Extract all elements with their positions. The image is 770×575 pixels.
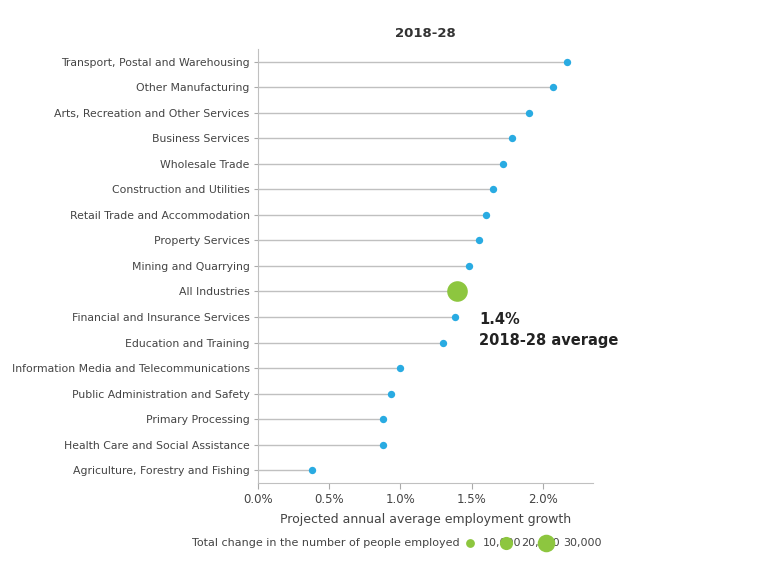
Point: [306, 466, 318, 475]
Point: [500, 539, 512, 548]
Point: [463, 261, 475, 271]
Text: Total change in the number of people employed: Total change in the number of people emp…: [192, 538, 460, 549]
Point: [437, 338, 450, 347]
Point: [464, 539, 476, 548]
Point: [547, 83, 559, 92]
Point: [505, 133, 517, 143]
Text: 20,000: 20,000: [521, 538, 559, 549]
Point: [523, 108, 535, 117]
Point: [451, 287, 464, 296]
Point: [473, 236, 485, 245]
Point: [487, 185, 499, 194]
Text: 10,000: 10,000: [483, 538, 521, 549]
Point: [480, 210, 492, 220]
Point: [561, 57, 574, 66]
Point: [540, 539, 552, 548]
Point: [497, 159, 509, 168]
Text: 30,000: 30,000: [563, 538, 601, 549]
Text: 1.4%
2018-28 average: 1.4% 2018-28 average: [479, 312, 618, 348]
Point: [448, 312, 460, 321]
Point: [394, 363, 407, 373]
Point: [384, 389, 397, 398]
Text: 2018-28: 2018-28: [395, 26, 456, 40]
Point: [377, 440, 390, 449]
X-axis label: Projected annual average employment growth: Projected annual average employment grow…: [280, 513, 571, 526]
Point: [377, 415, 390, 424]
